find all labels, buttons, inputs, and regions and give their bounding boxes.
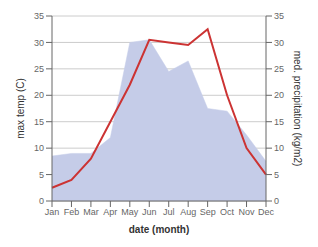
svg-text:30: 30 [34,38,44,48]
svg-text:5: 5 [39,170,44,180]
svg-text:35: 35 [274,11,284,21]
svg-text:Sep: Sep [200,207,216,217]
svg-text:Jul: Jul [163,207,175,217]
svg-text:Nov: Nov [239,207,256,217]
svg-text:Dec: Dec [258,207,275,217]
svg-text:Apr: Apr [103,207,117,217]
svg-text:0: 0 [274,196,279,206]
svg-text:15: 15 [274,117,284,127]
svg-text:date (month): date (month) [129,224,190,235]
svg-text:35: 35 [34,11,44,21]
svg-text:25: 25 [274,64,284,74]
svg-text:10: 10 [34,143,44,153]
svg-text:20: 20 [34,90,44,100]
svg-text:20: 20 [274,90,284,100]
svg-text:30: 30 [274,38,284,48]
svg-text:5: 5 [274,170,279,180]
svg-text:max temp (C): max temp (C) [15,78,26,139]
svg-text:Jun: Jun [142,207,157,217]
svg-text:Aug: Aug [180,207,196,217]
svg-text:Oct: Oct [220,207,235,217]
svg-text:Mar: Mar [83,207,99,217]
svg-text:10: 10 [274,143,284,153]
svg-text:med. precipitation (kg/m2): med. precipitation (kg/m2) [292,51,303,167]
svg-text:May: May [121,207,139,217]
svg-text:25: 25 [34,64,44,74]
svg-text:Jan: Jan [45,207,60,217]
svg-text:Feb: Feb [64,207,80,217]
svg-text:15: 15 [34,117,44,127]
svg-text:0: 0 [39,196,44,206]
